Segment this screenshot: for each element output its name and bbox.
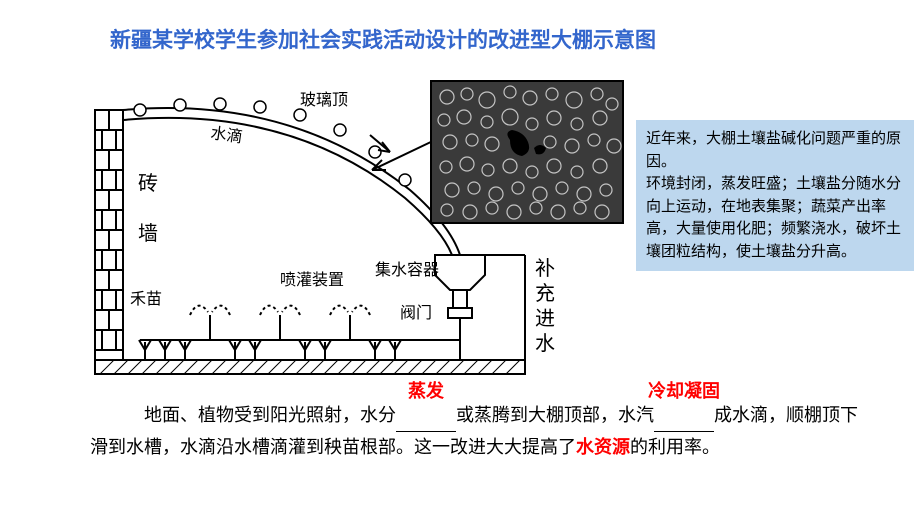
soil-photo	[430, 80, 624, 224]
fill-2: 冷却凝固	[648, 376, 720, 407]
body-tail: 的利用率。	[630, 437, 720, 457]
label-brick: 砖	[138, 172, 158, 195]
label-glass-roof: 玻璃顶	[300, 91, 348, 109]
label-seedlings: 禾苗	[130, 290, 162, 308]
label-sprinkler: 喷灌装置	[280, 271, 344, 289]
label-inlet-1: 补	[535, 257, 555, 280]
label-inlet-4: 水	[535, 332, 555, 355]
label-collector: 集水容器	[375, 261, 439, 279]
label-wall: 墙	[138, 222, 158, 245]
label-valve: 阀门	[400, 304, 432, 322]
slide: { "title": "新疆某学校学生参加社会实践活动设计的改进型大棚示意图",…	[0, 0, 920, 518]
body-pre1: 地面、植物受到阳光照射，水分	[90, 405, 396, 425]
blank-2: 冷却凝固	[654, 400, 714, 432]
info-box: 近年来，大棚土壤盐碱化问题严重的原因。 环境封闭，蒸发旺盛；土壤盐分随水分向上运…	[636, 120, 914, 271]
page-title: 新疆某学校学生参加社会实践活动设计的改进型大棚示意图	[110, 24, 656, 54]
info-line2: 环境封闭，蒸发旺盛；土壤盐分随水分向上运动，在地表集聚；蔬菜产出率高，大量使用化…	[646, 173, 904, 263]
label-inlet-2: 充	[535, 282, 555, 305]
fill-1: 蒸发	[408, 376, 444, 407]
blank-1: 蒸发	[396, 400, 456, 432]
label-water-drops: 水滴	[209, 124, 243, 146]
info-line1: 近年来，大棚土壤盐碱化问题严重的原因。	[646, 128, 904, 173]
body-text: 地面、植物受到阳光照射，水分蒸发 或蒸腾到大棚顶部，水汽冷却凝固 成水滴，顺棚顶…	[90, 400, 860, 462]
label-inlet-3: 进	[535, 307, 555, 330]
red-word: 水资源	[576, 437, 630, 457]
body-mid1: 或蒸腾到大棚顶部，水汽	[456, 405, 654, 425]
